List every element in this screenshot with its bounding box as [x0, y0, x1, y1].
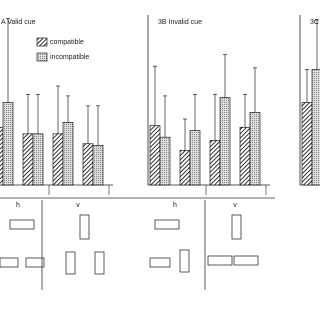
- legend-swatch: [36, 52, 48, 62]
- bar: [219, 97, 231, 186]
- legend-label: incompatible: [50, 54, 89, 61]
- bar: [189, 130, 201, 186]
- bar: [149, 125, 161, 186]
- stimulus-diagrams: [0, 197, 275, 290]
- panel-title: A Valid cue: [1, 19, 36, 26]
- bar: [159, 136, 171, 186]
- bar: [311, 69, 320, 186]
- bar: [32, 133, 44, 186]
- bar: [209, 140, 221, 186]
- bar: [22, 133, 34, 186]
- bar: [2, 102, 14, 186]
- bar: [301, 102, 313, 186]
- panel-title: 3C N: [310, 19, 320, 26]
- x-group-label: v: [233, 202, 237, 209]
- legend-swatch: [36, 37, 48, 47]
- bar: [52, 133, 64, 186]
- x-group-label: h: [16, 202, 20, 209]
- bar: [92, 145, 104, 186]
- bar: [179, 150, 191, 186]
- bar: [239, 126, 251, 186]
- bar: [82, 143, 94, 186]
- bar: [0, 126, 4, 186]
- x-group-label: h: [173, 202, 177, 209]
- bar: [62, 122, 74, 186]
- panel-title: 3B Invalid cue: [158, 19, 202, 26]
- legend-label: compatible: [50, 39, 84, 46]
- bar: [249, 112, 261, 186]
- x-group-label: v: [76, 202, 80, 209]
